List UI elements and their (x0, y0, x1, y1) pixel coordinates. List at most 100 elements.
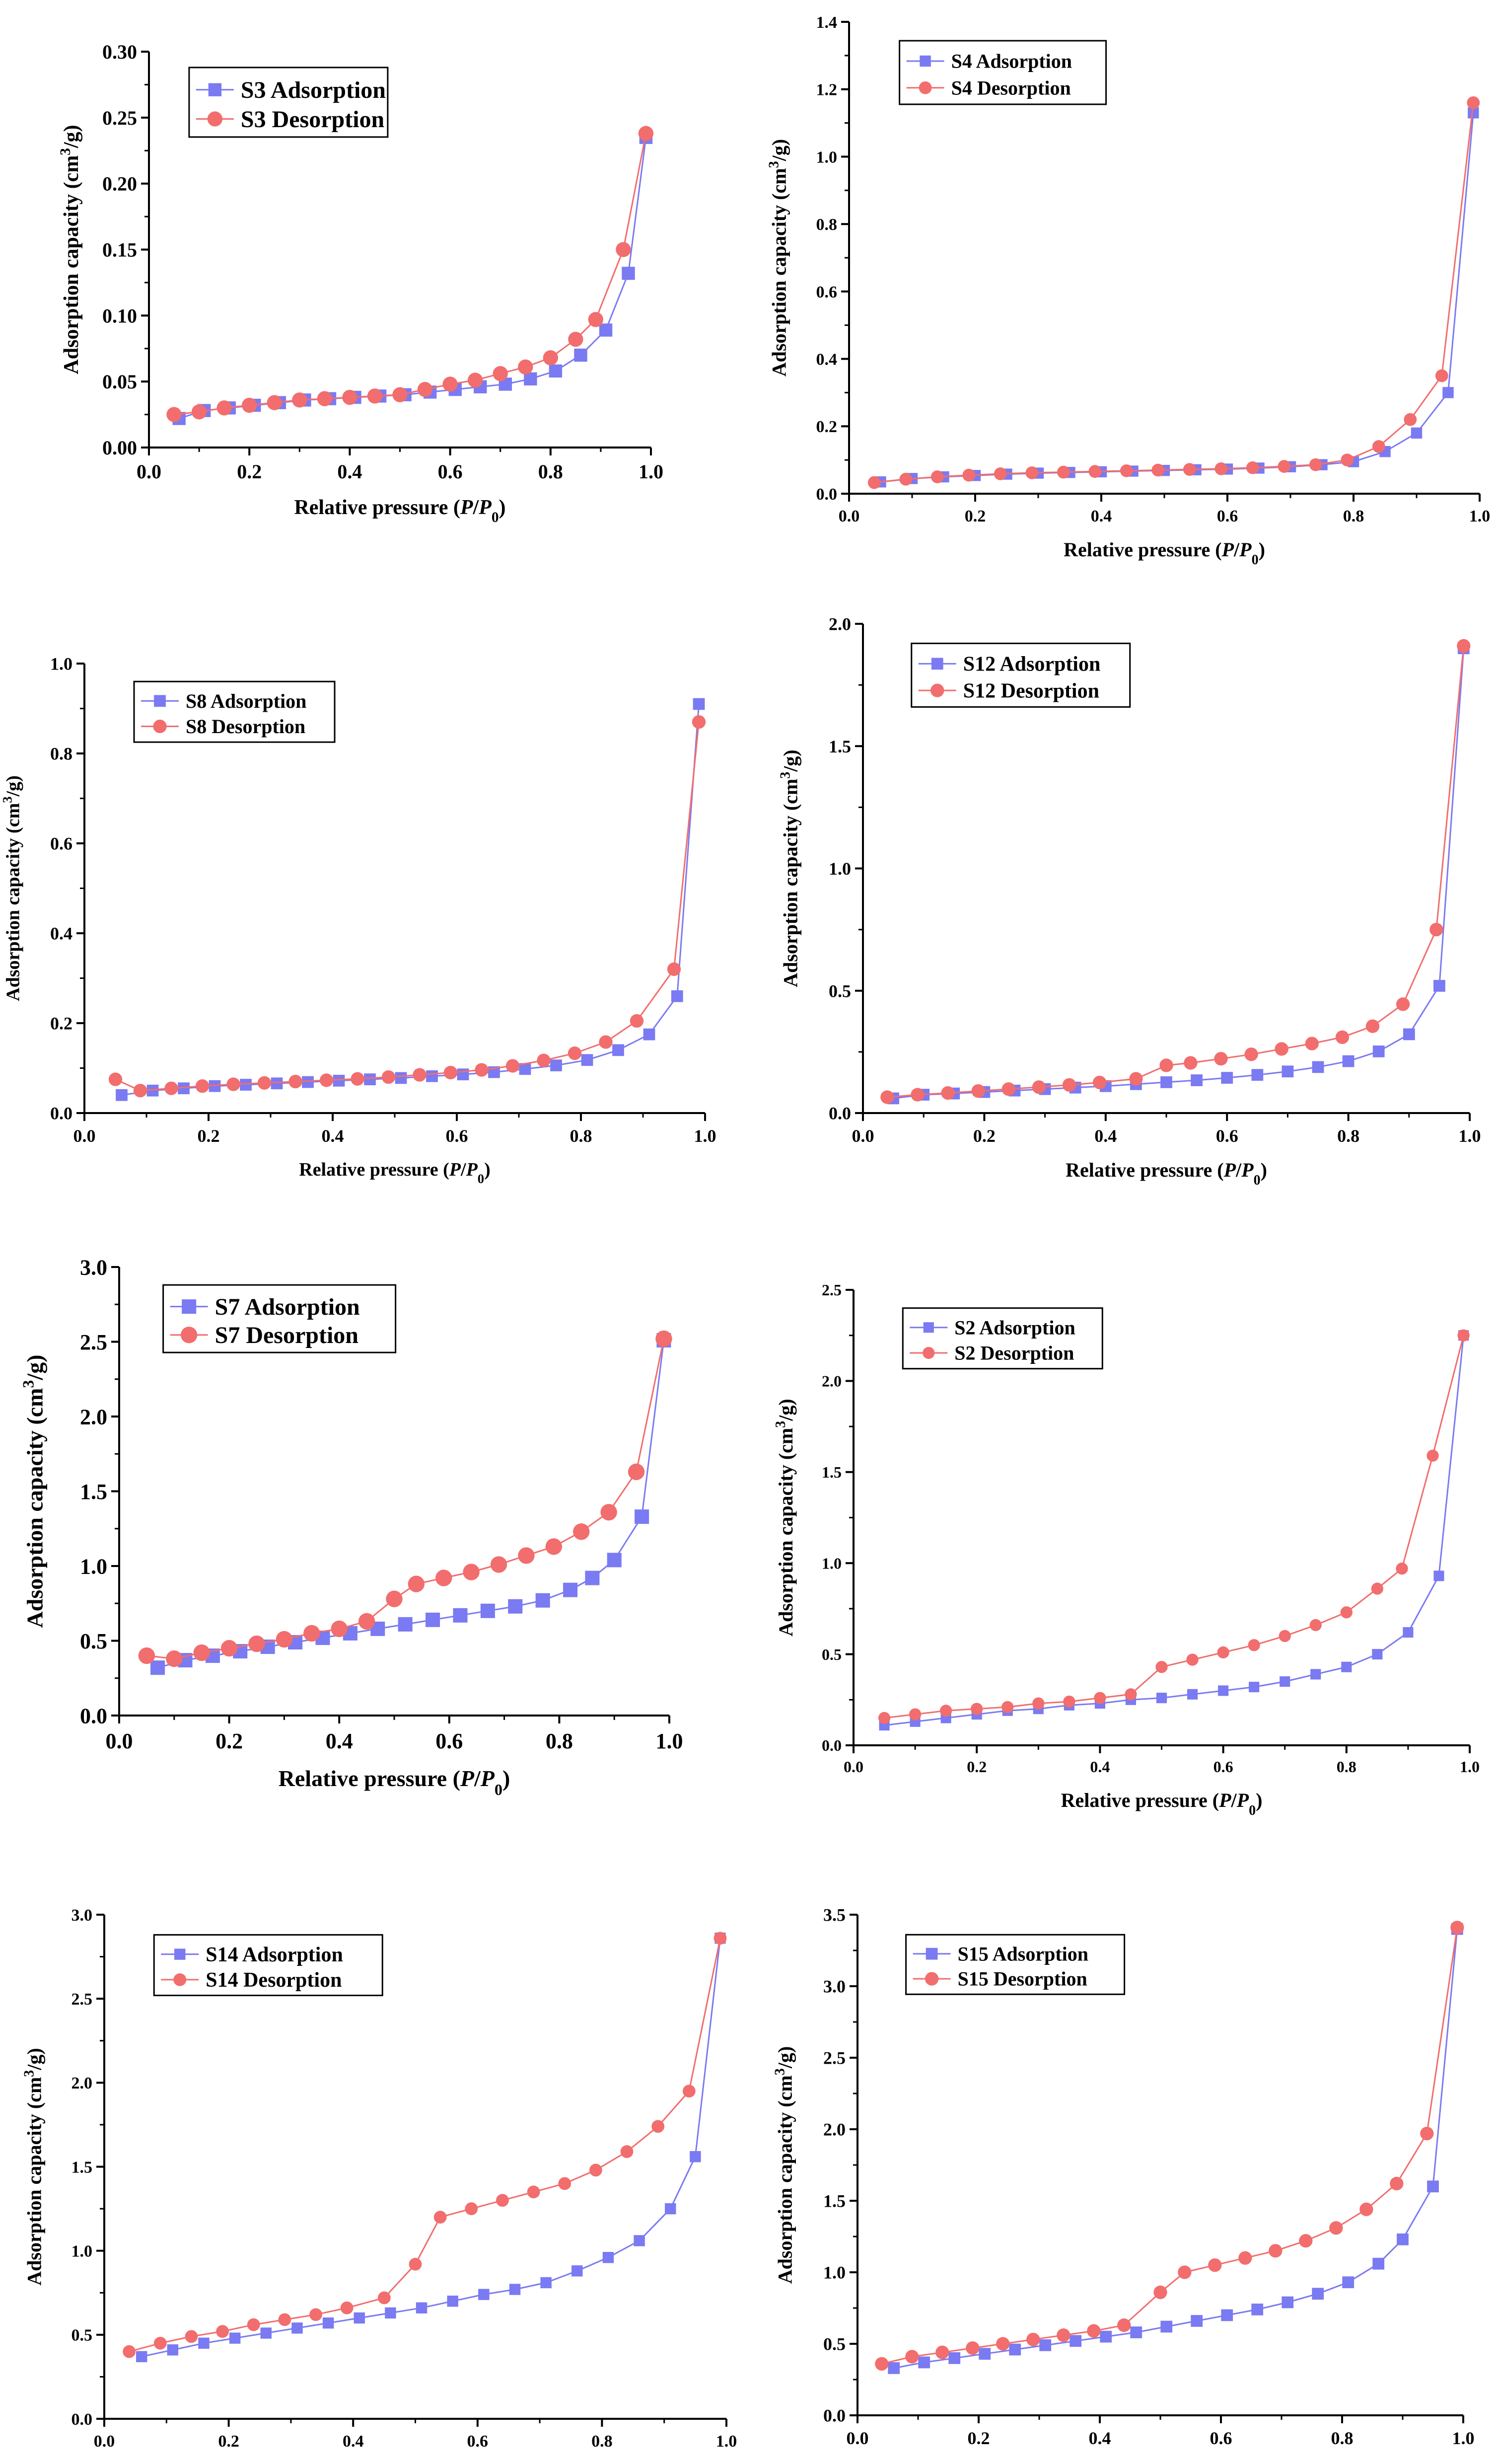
data-point (381, 1070, 396, 1084)
x-tick-label: 1.0 (656, 1729, 683, 1753)
data-point (535, 1593, 550, 1608)
legend-label: S15 Desorption (958, 1968, 1087, 1990)
data-point (607, 1553, 622, 1568)
data-point (193, 1644, 210, 1661)
data-point (1312, 1061, 1324, 1073)
data-point (1411, 427, 1423, 439)
data-point (867, 476, 881, 489)
data-point (1178, 2265, 1192, 2279)
data-point (634, 2235, 645, 2246)
x-tick-label: 0.2 (198, 1126, 220, 1146)
y-tick-label: 0.05 (102, 371, 137, 393)
legend-swatch-marker (930, 683, 944, 697)
legend-swatch-marker (153, 719, 167, 734)
data-point (1372, 1649, 1383, 1660)
y-tick-label: 0.0 (71, 2410, 93, 2429)
x-tick-label: 0.4 (326, 1729, 353, 1753)
x-tick-label: 1.0 (1460, 1758, 1480, 1776)
data-point (1282, 1065, 1294, 1078)
x-tick-label: 0.4 (1089, 2428, 1111, 2448)
data-point (1341, 453, 1354, 467)
x-tick-label: 0.4 (322, 1126, 344, 1146)
data-point (714, 1932, 727, 1945)
data-point (630, 1014, 644, 1028)
legend-label: S8 Adsorption (186, 690, 306, 712)
data-point (1278, 460, 1291, 473)
x-tick-label: 0.8 (1331, 2428, 1354, 2448)
series-adsorption (887, 642, 1470, 1105)
y-axis-label: Adsorption capacity (cm3/g) (778, 749, 802, 987)
y-tick-label: 0.5 (822, 1645, 842, 1663)
data-point (1191, 2315, 1203, 2327)
x-tick-label: 1.0 (694, 1126, 716, 1146)
data-point (1191, 1074, 1203, 1086)
legend-label: S2 Adsorption (954, 1316, 1075, 1339)
data-point (1279, 1630, 1291, 1643)
data-point (574, 348, 587, 362)
data-point (453, 1608, 468, 1623)
data-point (322, 2317, 334, 2329)
data-point (1403, 1028, 1415, 1041)
data-point (1238, 2251, 1252, 2265)
data-point (1032, 1080, 1046, 1094)
x-tick-label: 0.4 (1091, 507, 1112, 525)
data-point (1217, 1646, 1229, 1659)
data-point (417, 381, 433, 397)
data-point (467, 373, 483, 388)
data-point (413, 1068, 427, 1082)
data-point (185, 2330, 198, 2343)
data-point (433, 2211, 447, 2224)
data-point (1427, 1449, 1439, 1462)
data-point (248, 1635, 265, 1652)
y-tick-label: 0.2 (50, 1014, 72, 1034)
data-point (671, 990, 683, 1002)
data-point (302, 1076, 314, 1088)
x-axis-label: Relative pressure (P/P0) (294, 496, 505, 525)
legend-box (133, 680, 336, 743)
data-point (1372, 1045, 1385, 1057)
data-point (1305, 1037, 1319, 1050)
data-point (1282, 2296, 1294, 2309)
chart-s7: 0.0 0.5 1.0 1.5 2.0 2.5 3.0 0.0 0.2 0.4 0.6 0.8 1.0 R… (19, 1255, 683, 1798)
data-point (616, 242, 631, 257)
data-point (1403, 1627, 1414, 1638)
data-point (878, 1712, 891, 1724)
legend-box (911, 642, 1131, 708)
x-axis-label: Relative pressure (P/P0) (1064, 538, 1265, 568)
x-tick-label: 0.8 (538, 460, 563, 483)
data-point (1275, 1042, 1288, 1056)
data-point (527, 2185, 540, 2199)
legend: S15 Adsorption S15 Desorption (905, 1934, 1126, 1995)
legend-label: S4 Adsorption (951, 50, 1072, 73)
legend-box (153, 1934, 383, 1997)
data-point (443, 1065, 458, 1080)
data-point (518, 359, 533, 375)
legend-swatch-marker (926, 1947, 938, 1960)
y-tick-label: 3.0 (823, 1977, 846, 1997)
data-point (1057, 2328, 1071, 2342)
y-tick-label: 0.0 (823, 2406, 846, 2426)
data-point (994, 467, 1007, 480)
data-point (409, 2257, 422, 2271)
y-tick-label: 1.0 (50, 654, 72, 674)
y-axis-label: Adsorption capacity (cm3/g) (0, 775, 24, 1001)
y-tick-label: 1.0 (80, 1554, 107, 1578)
data-point (1187, 1689, 1198, 1700)
legend-label: S4 Desorption (951, 76, 1071, 99)
legend: S12 Adsorption S12 Desorption (911, 642, 1131, 708)
data-point (1088, 465, 1102, 478)
data-point (478, 2289, 490, 2300)
data-point (1057, 465, 1070, 479)
data-point (690, 2151, 701, 2163)
x-tick-label: 0.8 (1337, 1126, 1359, 1146)
data-point (1435, 369, 1448, 382)
data-point (198, 2337, 210, 2349)
x-tick-label: 0.0 (137, 460, 161, 483)
series-adsorption (172, 131, 653, 425)
x-tick-label: 0.6 (1210, 2428, 1232, 2448)
y-axis-label: Adsorption capacity (cm3/g) (772, 2046, 796, 2284)
data-point (367, 388, 383, 404)
data-point (1269, 2244, 1283, 2258)
y-axis-label: Adsorption capacity (cm3/g) (766, 139, 790, 376)
